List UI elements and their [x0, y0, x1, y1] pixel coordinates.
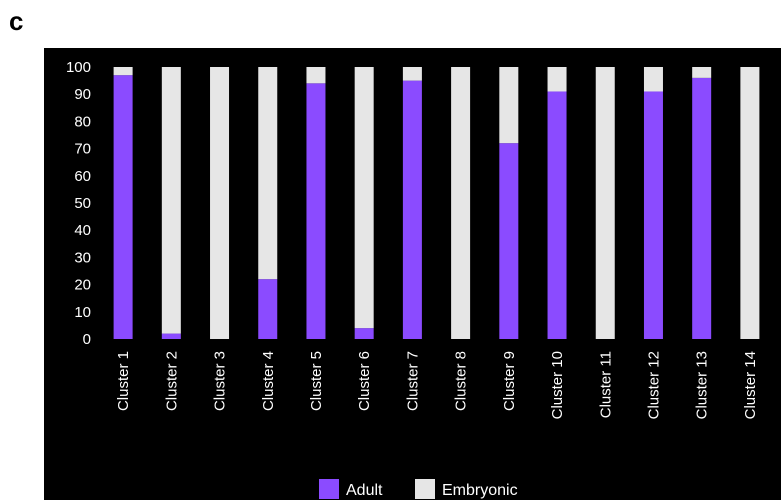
- x-tick-label: Cluster 3: [212, 351, 229, 411]
- bar-adult-2: [161, 333, 181, 339]
- bar-adult-10: [547, 91, 567, 339]
- x-tick-label: Cluster 14: [742, 351, 759, 419]
- bar-embryonic-13: [692, 67, 712, 78]
- bar-embryonic-7: [402, 67, 422, 81]
- bar-embryonic-11: [595, 67, 615, 339]
- stacked-bar-chart: 0 10 20 30 40 50 60 70 80 90 100 Cluster 1 Cluster 2…: [66, 59, 760, 499]
- x-tick-label: Cluster 6: [356, 351, 373, 411]
- y-tick-label: 90: [74, 86, 91, 103]
- y-tick-label: 60: [74, 168, 91, 185]
- x-tick-label: Cluster 9: [501, 351, 518, 411]
- x-tick-label: Cluster 1: [115, 351, 132, 411]
- y-tick-label: 30: [74, 249, 91, 266]
- bar-embryonic-2: [161, 67, 181, 334]
- bar-adult-9: [499, 143, 519, 339]
- x-tick-label: Cluster 4: [260, 351, 277, 411]
- legend-swatch-adult: [319, 479, 339, 499]
- bar-adult-13: [692, 77, 712, 339]
- y-tick-label: 40: [74, 222, 91, 239]
- bar-adult-5: [306, 83, 326, 339]
- legend-label-embryonic: Embryonic: [442, 482, 518, 499]
- x-tick-label: Cluster 8: [453, 351, 470, 411]
- bar-adult-12: [643, 91, 663, 339]
- x-tick-label: Cluster 11: [597, 351, 614, 418]
- legend-swatch-embryonic: [415, 479, 435, 499]
- bar-adult-4: [258, 279, 278, 339]
- x-tick-label: Cluster 7: [404, 351, 421, 411]
- bar-embryonic-1: [113, 67, 133, 76]
- bar-embryonic-4: [258, 67, 278, 280]
- y-tick-label: 100: [66, 59, 91, 76]
- x-tick-label: Cluster 10: [549, 351, 566, 419]
- y-tick-label: 20: [74, 277, 91, 294]
- bar-embryonic-6: [354, 67, 374, 329]
- x-tick-label: Cluster 12: [645, 351, 662, 419]
- legend-label-adult: Adult: [346, 482, 383, 499]
- y-tick-label: 50: [74, 195, 91, 212]
- bar-embryonic-9: [499, 67, 519, 144]
- y-tick-label: 70: [74, 141, 91, 158]
- bar-embryonic-3: [210, 67, 230, 339]
- bar-embryonic-10: [547, 67, 567, 92]
- bar-adult-6: [354, 328, 374, 339]
- y-tick-label: 80: [74, 113, 91, 130]
- bar-embryonic-12: [643, 67, 663, 92]
- bar-adult-7: [402, 80, 422, 339]
- bar-embryonic-8: [451, 67, 471, 339]
- x-tick-label: Cluster 2: [163, 351, 180, 411]
- bar-embryonic-5: [306, 67, 326, 84]
- x-tick-label: Cluster 13: [694, 351, 711, 419]
- y-tick-label: 0: [83, 331, 91, 348]
- y-tick-label: 10: [74, 304, 91, 321]
- panel-label: c: [9, 6, 24, 36]
- bar-adult-1: [113, 75, 133, 339]
- bar-embryonic-14: [740, 67, 760, 339]
- x-tick-label: Cluster 5: [308, 351, 325, 411]
- chart-panel: 0 10 20 30 40 50 60 70 80 90 100 Cluster 1 Cluster 2…: [44, 48, 781, 500]
